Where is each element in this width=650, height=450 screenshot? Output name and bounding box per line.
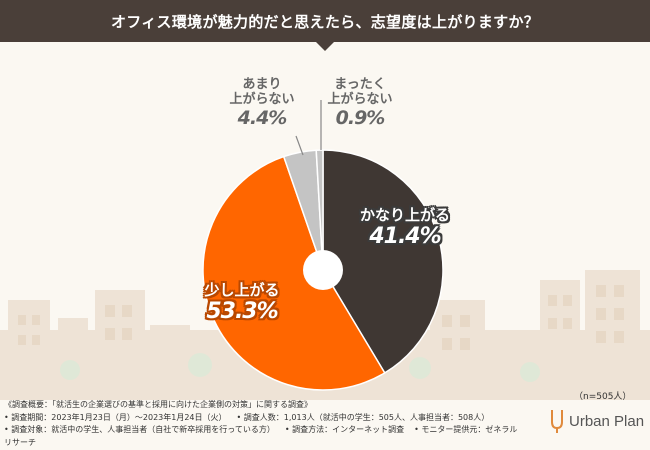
- footnote-provider: • モニター提供元：ゼネラルリサーチ: [4, 425, 518, 447]
- label-kanari-category: かなり上がる: [359, 206, 450, 224]
- slice-kanari: [322, 149, 444, 374]
- label-mattaku-line1: まったく: [334, 77, 386, 92]
- label-sukoshi-value: 53.3%: [206, 299, 278, 325]
- slice-mattaku: [315, 149, 324, 271]
- label-kanari: かなり上がる 41.4%: [345, 206, 465, 250]
- footnote-period: • 調査期間：2023年1月23日（月）～2023年1月24日（火）: [4, 412, 227, 422]
- label-mattaku-line2: 上がらない: [327, 91, 393, 107]
- label-mattaku-value: 0.9%: [335, 106, 386, 129]
- urban-plan-logo-icon: [551, 410, 563, 433]
- chart-title: オフィス環境が魅力的だと思えたら、志望度は上がりますか？: [110, 12, 540, 31]
- pie-center-hole: [303, 250, 343, 290]
- footnote-method: • 調査方法：インターネット調査: [284, 425, 405, 434]
- label-sukoshi-category: 少し上がる: [204, 281, 280, 299]
- urban-plan-logo-text: Urban Plan: [569, 412, 645, 430]
- urban-plan-logo: Urban Plan: [550, 408, 644, 434]
- label-amari-line2: 上がらない: [229, 91, 295, 107]
- label-amari-line1: あまり: [242, 77, 282, 92]
- slice-sukoshi: [202, 155, 386, 391]
- sample-size-note: （n=505人）: [574, 392, 632, 402]
- title-banner-pointer: [316, 42, 334, 51]
- label-amari: あまり 上がらない 4.4%: [222, 77, 302, 130]
- footnote-count: • 調査人数：1,013人（就活中の学生：505人、人事担当者：508人）: [236, 412, 490, 422]
- footnote-title: 《調査概要：「就活生の企業選びの基準と採用に向けた企業側の対策」に関する調査》: [4, 400, 312, 409]
- title-banner: オフィス環境が魅力的だと思えたら、志望度は上がりますか？: [0, 0, 650, 42]
- label-sukoshi: 少し上がる 53.3%: [192, 281, 292, 325]
- label-kanari-value: 41.4%: [369, 224, 441, 250]
- survey-footnote: 《調査概要：「就活生の企業選びの基準と採用に向けた企業側の対策」に関する調査》 …: [4, 399, 524, 449]
- label-mattaku: まったく 上がらない 0.9%: [320, 77, 400, 130]
- leader-line-amari: [295, 135, 304, 156]
- label-amari-value: 4.4%: [237, 106, 288, 129]
- footnote-target: • 調査対象：就活中の学生、人事担当者（自社で新卒採用を行っている方）: [4, 425, 275, 434]
